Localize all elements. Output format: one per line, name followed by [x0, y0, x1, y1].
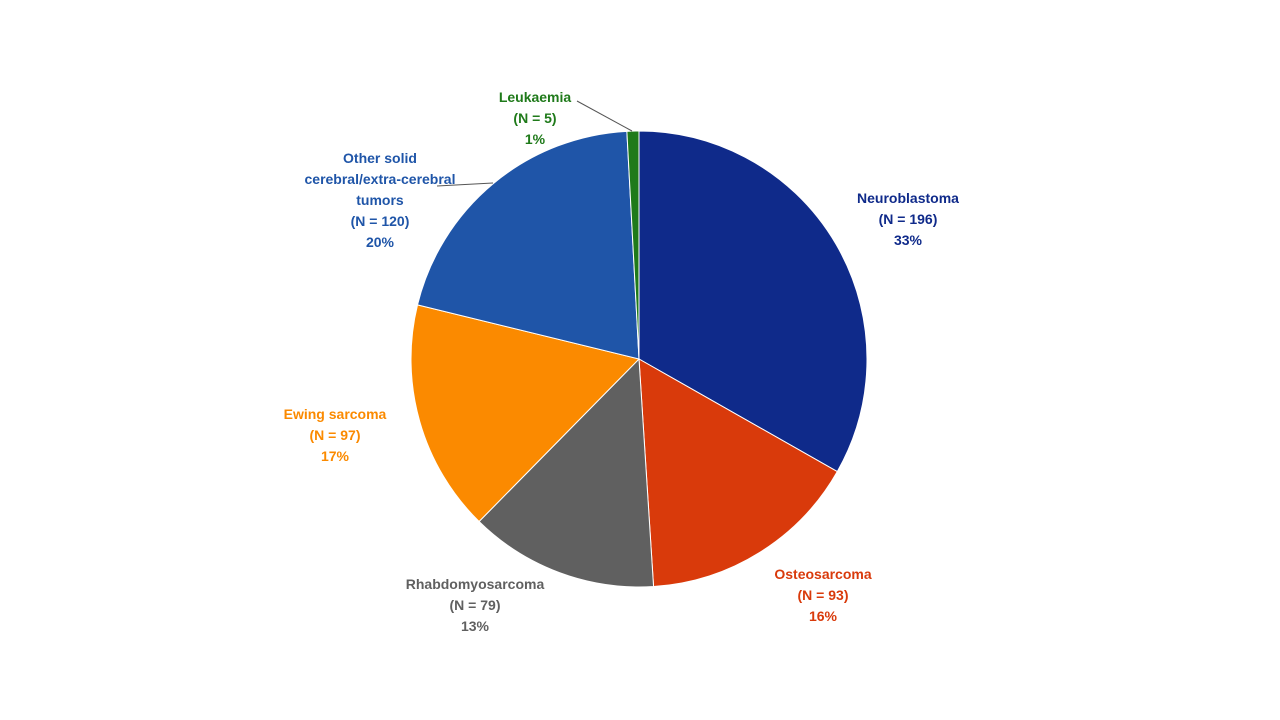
count-label: (N = 120) [350, 213, 410, 229]
percent-label: 20% [365, 234, 395, 250]
category-label: Ewing sarcoma [283, 406, 387, 422]
percent-label: 16% [808, 608, 838, 624]
pie-slice [410, 304, 640, 523]
slice-label: Osteosarcoma (N = 93) 16% [743, 564, 903, 627]
count-label: (N = 5) [513, 110, 557, 126]
percent-label: 13% [460, 618, 490, 634]
pie-slice [626, 130, 640, 360]
category-label: Neuroblastoma [857, 190, 959, 206]
leader-line [576, 100, 633, 132]
category-label: Osteosarcoma [774, 566, 872, 582]
pie-slice [478, 357, 655, 588]
percent-label: 33% [893, 232, 923, 248]
leader-line [436, 182, 494, 187]
count-label: (N = 97) [309, 427, 361, 443]
pie-slice [416, 130, 640, 360]
slice-label: Leukaemia (N = 5) 1% [475, 87, 595, 150]
slice-label: Other solid cerebral/extra-cerebral tumo… [300, 148, 460, 253]
percent-label: 17% [320, 448, 350, 464]
count-label: (N = 79) [449, 597, 501, 613]
slice-label: Neuroblastoma (N = 196) 33% [828, 188, 988, 251]
category-label: Rhabdomyosarcoma [405, 576, 545, 592]
category-label: Leukaemia [498, 89, 572, 105]
pie-slice [638, 358, 838, 588]
pie-slice [638, 130, 868, 473]
category-label: Other solid cerebral/extra-cerebral tumo… [304, 150, 456, 208]
slice-label: Rhabdomyosarcoma (N = 79) 13% [385, 574, 565, 637]
percent-label: 1% [524, 131, 546, 147]
slice-label: Ewing sarcoma (N = 97) 17% [255, 404, 415, 467]
count-label: (N = 93) [797, 587, 849, 603]
count-label: (N = 196) [878, 211, 938, 227]
